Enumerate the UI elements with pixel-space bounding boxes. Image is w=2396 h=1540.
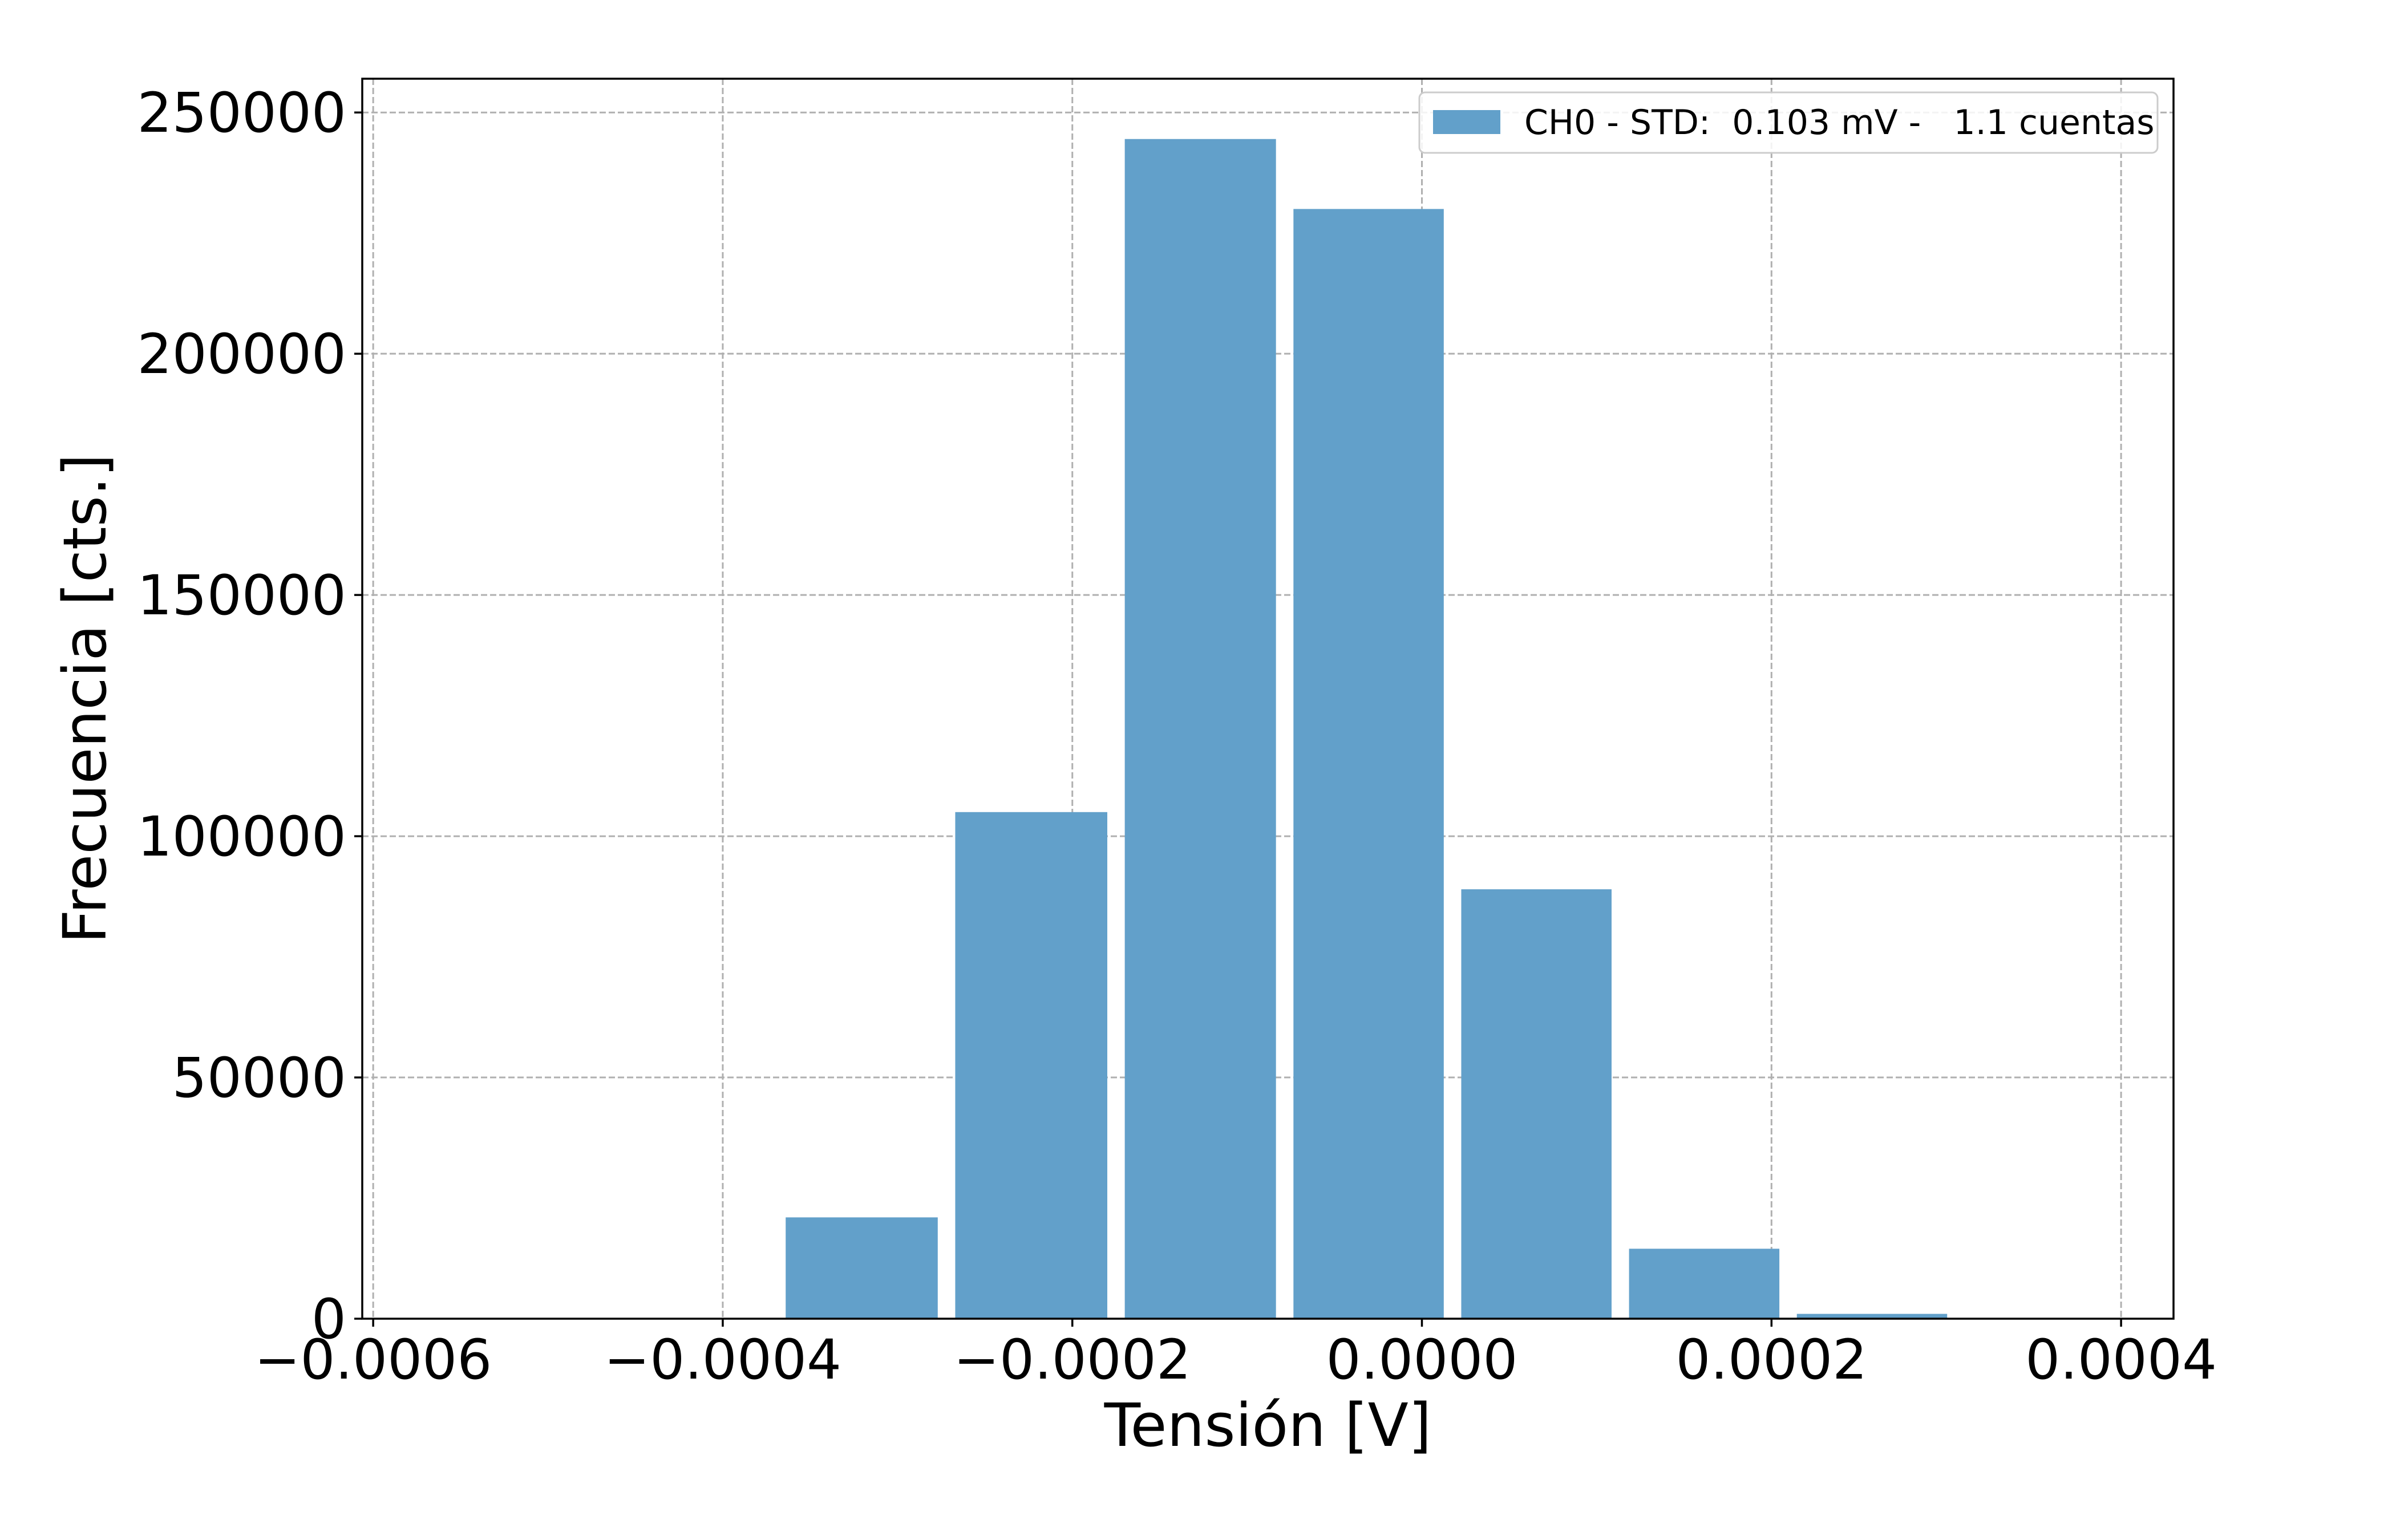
y-axis-label: Frecuencia [cts.] xyxy=(50,454,120,944)
y-tick-label: 0 xyxy=(311,1287,346,1351)
histogram-bar xyxy=(1629,1249,1780,1319)
bars xyxy=(786,139,1948,1319)
x-tick-label: 0.0000 xyxy=(1326,1328,1518,1392)
histogram-bar xyxy=(1796,1314,1948,1319)
legend-swatch xyxy=(1433,110,1500,134)
x-tick-label: 0.0004 xyxy=(2025,1328,2217,1392)
histogram-bar xyxy=(786,1217,938,1319)
x-tick-label: −0.0002 xyxy=(954,1328,1191,1392)
legend-entry: CH0 - STD: 0.103 mV - 1.1 cuentas xyxy=(1524,103,2155,143)
plot-frame xyxy=(361,78,2175,1320)
histogram-bar xyxy=(955,812,1108,1319)
y-tick-label: 150000 xyxy=(137,564,346,627)
histogram-bar xyxy=(1293,209,1444,1319)
y-tick-label: 50000 xyxy=(172,1046,346,1110)
y-tick-label: 100000 xyxy=(137,805,346,869)
x-axis-label: Tensión [V] xyxy=(1104,1391,1432,1460)
y-tick-label: 200000 xyxy=(137,322,346,386)
histogram-bar xyxy=(1124,139,1276,1319)
histogram-bar xyxy=(1461,889,1612,1319)
x-tick-label: −0.0006 xyxy=(254,1328,492,1392)
axis-ticks: −0.0006 −0.0004 −0.0002 0.0000 0.0002 0.0004 0… xyxy=(137,81,2217,1392)
legend: CH0 - STD: 0.103 mV - 1.1 cuentas xyxy=(1418,91,2159,154)
y-tick-label: 250000 xyxy=(137,81,346,145)
x-tick-label: 0.0002 xyxy=(1675,1328,1867,1392)
legend-box xyxy=(1418,91,2159,154)
x-tick-label: −0.0004 xyxy=(604,1328,841,1392)
